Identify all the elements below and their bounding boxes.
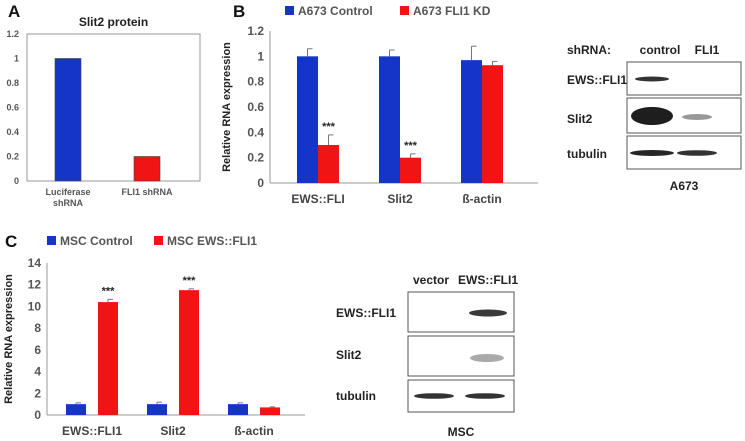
- y-tick-label: 0.4: [6, 127, 19, 137]
- y-tick-label: 0.6: [6, 103, 19, 113]
- blot-c-lane-vector: vector: [413, 273, 449, 287]
- x-tick-label: ß-actin: [462, 192, 501, 206]
- chart-title: Slit2 protein: [79, 15, 148, 29]
- legend-label: A673 FLI1 KD: [413, 4, 491, 18]
- y-tick-label: 2: [34, 386, 41, 400]
- blot-b-band-tubulin-fli1: [677, 150, 717, 156]
- blot-b-lane-control: control: [640, 43, 681, 57]
- significance-label: ***: [183, 275, 197, 287]
- blot-b-row-ewsfli1: EWS::FLI1: [567, 73, 627, 87]
- y-tick-label: 14: [28, 256, 42, 270]
- bar-fli1-shrna: [133, 156, 161, 182]
- chart-panel-a: Slit2 protein 0 0.2 0.4 0.6 0.8 1 1.2 Luciferase…: [6, 15, 201, 208]
- y-tick-label: 8: [34, 321, 41, 335]
- bar--actin-series-1: [228, 404, 248, 415]
- legend-label: MSC Control: [60, 234, 133, 248]
- y-tick-label: 1: [257, 49, 264, 63]
- blot-c-lane-ewsfli1: EWS::FLI1: [458, 273, 518, 287]
- significance-label: ***: [102, 285, 116, 297]
- y-tick-label: 6: [34, 343, 41, 357]
- blot-b-row-slit2: Slit2: [567, 112, 593, 126]
- legend-swatch: [285, 6, 294, 15]
- bar-ews-fli1-series-1: [66, 404, 86, 415]
- bar-slit2-series-1: [147, 404, 167, 415]
- y-tick-label: 0: [257, 176, 264, 190]
- x-tick-label: Slit2: [387, 192, 413, 206]
- bar-slit2-series-2: [400, 157, 421, 183]
- blot-c-row-ewsfli1: EWS::FLI1: [336, 306, 396, 320]
- y-tick-label: 0.8: [247, 75, 264, 89]
- blot-b-band-slit2-fli1: [682, 114, 712, 120]
- bar-luciferase-shrna: [54, 58, 82, 182]
- western-blot-msc: vector EWS::FLI1 EWS::FLI1 Slit2 tubulin…: [336, 273, 518, 439]
- blot-b-band-ewsfli1-control: [635, 76, 669, 82]
- blot-c-band-slit2-transduced: [470, 354, 504, 362]
- legend-swatch: [154, 236, 163, 245]
- bar--actin-series-1: [461, 60, 482, 184]
- legend-label: A673 Control: [298, 4, 373, 18]
- legend-swatch: [47, 236, 56, 245]
- x-tick-label: Luciferase: [45, 187, 90, 197]
- y-tick-label: 12: [28, 278, 42, 292]
- y-tick-label: 0.4: [247, 125, 264, 139]
- y-tick-label: 0: [14, 176, 19, 186]
- blot-b-band-slit2-control: [631, 107, 673, 125]
- bar-ews-fli-series-2: [318, 145, 339, 183]
- bar-ews-fli-series-1: [297, 56, 318, 184]
- legend-swatch: [400, 6, 409, 15]
- chart-panel-b: A673 Control A673 FLI1 KD 0 0.2 0.4 0.6 0.8 1 1.…: [221, 4, 538, 206]
- plot-frame: [26, 33, 201, 182]
- bar-slit2-series-2: [179, 290, 199, 415]
- bar--actin-series-2: [260, 407, 280, 415]
- x-tick-label: EWS::FLI1: [62, 424, 122, 438]
- blot-b-caption: A673: [670, 179, 699, 193]
- bar-ews-fli1-series-2: [98, 302, 118, 415]
- y-tick-label: 0.2: [6, 152, 19, 162]
- y-tick-label: 0.6: [247, 100, 264, 114]
- blot-c-row-slit2: Slit2: [336, 348, 362, 362]
- blot-c-caption: MSC: [448, 425, 475, 439]
- y-tick-label: 10: [28, 299, 42, 313]
- x-tick-label: FLI1 shRNA: [121, 187, 173, 197]
- x-tick-label: shRNA: [53, 198, 84, 208]
- panel-c-letter: C: [5, 232, 18, 251]
- panel-a-letter: A: [8, 2, 21, 21]
- significance-label: ***: [404, 140, 418, 152]
- blot-c-band-tubulin-transduced: [465, 393, 505, 399]
- y-tick-label: 4: [34, 365, 41, 379]
- blot-b-row-tubulin: tubulin: [567, 147, 607, 161]
- bar-slit2-series-1: [379, 56, 400, 184]
- blot-c-band-ewsfli1-transduced: [469, 309, 507, 317]
- bar--actin-series-2: [482, 65, 503, 183]
- y-axis-label: Relative RNA expression: [3, 274, 15, 404]
- legend-label: MSC EWS::FLI1: [167, 234, 257, 248]
- panel-b-letter: B: [233, 2, 246, 21]
- y-tick-label: 1: [14, 54, 19, 64]
- blot-b-lane-fli1: FLI1: [695, 43, 720, 57]
- blot-c-band-tubulin-vector: [414, 393, 454, 399]
- blot-b-band-tubulin-control: [630, 150, 674, 156]
- x-tick-label: EWS::FLI: [291, 192, 344, 206]
- x-tick-label: ß-actin: [234, 424, 273, 438]
- y-tick-label: 0.8: [6, 78, 19, 88]
- x-tick-label: Slit2: [160, 424, 186, 438]
- blot-b-shrna-label: shRNA:: [567, 43, 611, 57]
- y-tick-label: 1.2: [247, 24, 264, 38]
- y-tick-label: 1.2: [6, 29, 19, 39]
- western-blot-a673: shRNA: control FLI1 EWS::FLI1 Slit2 tubu…: [567, 43, 742, 193]
- y-tick-label: 0: [34, 408, 41, 422]
- blot-c-row-tubulin: tubulin: [336, 389, 376, 403]
- y-axis-label: Relative RNA expression: [221, 42, 233, 172]
- y-tick-label: 0.2: [247, 151, 264, 165]
- significance-label: ***: [322, 121, 336, 133]
